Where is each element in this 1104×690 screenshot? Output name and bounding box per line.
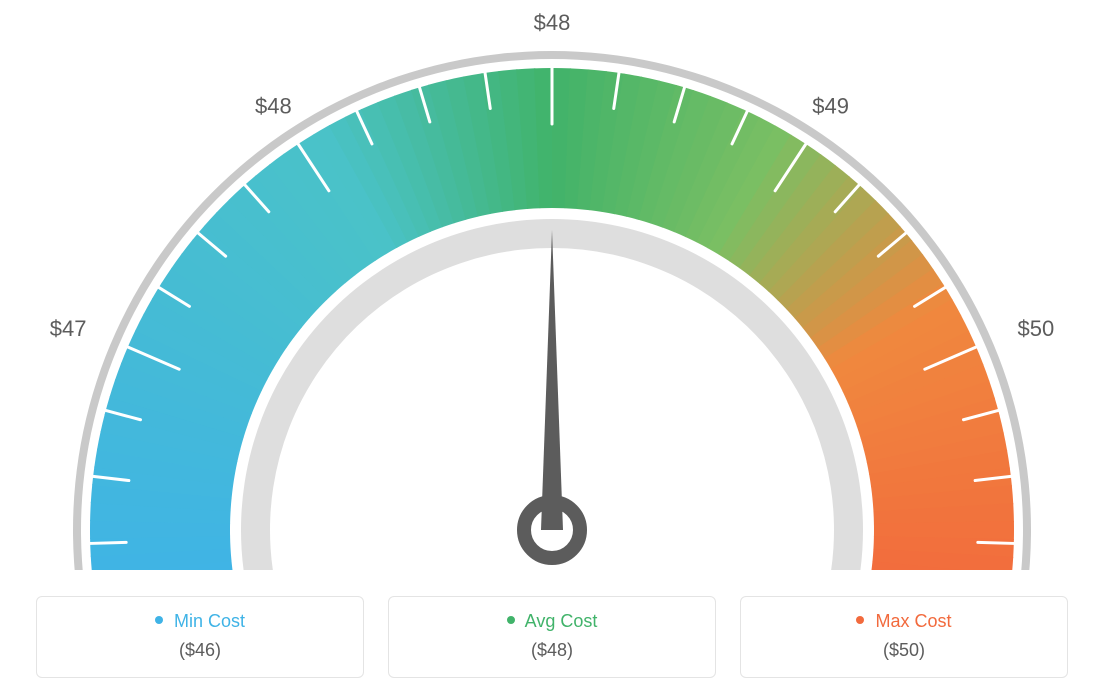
legend-max-title: Max Cost [741,611,1067,632]
legend-avg-title: Avg Cost [389,611,715,632]
legend-min-label: Min Cost [174,611,245,631]
gauge-chart: $46$47$48$48$49$50$50 [0,0,1104,570]
dot-icon [507,616,515,624]
gauge-label: $50 [1018,316,1055,341]
legend-max: Max Cost ($50) [740,596,1068,678]
legend-max-value: ($50) [741,640,1067,661]
legend-min-value: ($46) [37,640,363,661]
dot-icon [155,616,163,624]
legend-avg-value: ($48) [389,640,715,661]
dot-icon [856,616,864,624]
gauge-label: $49 [812,93,849,118]
legend-min: Min Cost ($46) [36,596,364,678]
legend-avg: Avg Cost ($48) [388,596,716,678]
gauge-needle [541,230,563,530]
gauge-label: $47 [50,316,87,341]
legend-max-label: Max Cost [875,611,951,631]
gauge-label: $48 [255,93,292,118]
legend-min-title: Min Cost [37,611,363,632]
gauge-label: $48 [534,10,571,35]
legend-row: Min Cost ($46) Avg Cost ($48) Max Cost (… [36,596,1068,678]
legend-avg-label: Avg Cost [525,611,598,631]
